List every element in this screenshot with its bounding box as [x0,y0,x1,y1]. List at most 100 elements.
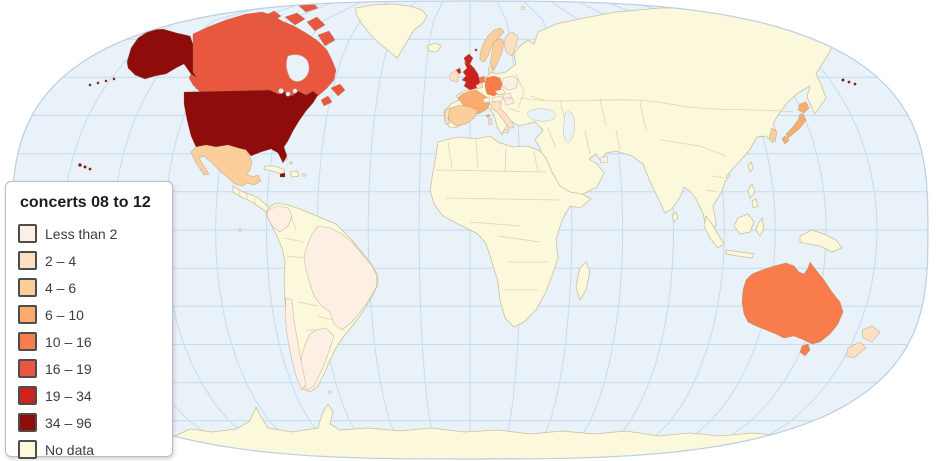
legend-item[interactable]: 34 – 96 [18,409,172,436]
legend-item-label: 2 – 4 [45,252,77,269]
taiwan [747,161,754,173]
shetland-islands[interactable] [474,48,478,52]
landmass-africa [429,135,592,328]
country-finland[interactable] [503,31,519,57]
hawaii[interactable] [83,165,87,169]
country-ireland[interactable] [449,69,460,83]
hudson-bay [286,54,310,82]
legend-swatch [18,359,37,378]
greenland [355,3,428,59]
country-norway[interactable] [479,27,505,63]
bahamas [289,161,293,165]
sumatra [703,215,725,249]
hainan [726,174,730,178]
legend-swatch [18,332,37,351]
great-lakes [292,88,298,94]
country-belgium[interactable] [475,82,484,90]
country-poland[interactable] [501,75,519,91]
hawaii[interactable] [78,163,82,167]
country-borders [237,73,795,331]
legend-swatch [18,386,37,405]
legend-item[interactable]: Less than 2 [18,220,172,247]
aleutian-islands[interactable] [88,83,92,87]
legend-swatch [18,305,37,324]
country-argentina[interactable] [299,327,335,391]
legend-rows: Less than 2 2 – 4 4 – 6 6 – 10 10 – 16 16 – 1… [18,220,172,461]
country-jamaica[interactable] [279,172,286,178]
country-uae[interactable] [599,155,609,164]
country-brazil[interactable] [303,225,378,331]
legend-item[interactable]: No data [18,436,172,461]
country-denmark[interactable] [487,65,494,75]
legend-item[interactable]: 10 – 16 [18,328,172,355]
country-hungary[interactable] [503,97,515,106]
country-new-zealand[interactable] [845,325,881,359]
legend-item-label: 10 – 16 [45,333,92,350]
legend-item-label: 4 – 6 [45,279,77,296]
landmass-antarctica [169,403,831,459]
legend-item[interactable]: 16 – 19 [18,355,172,382]
midway-islands[interactable] [853,82,857,86]
hispaniola [289,170,300,178]
legend-swatch [18,440,37,459]
philippines [747,183,759,209]
falklands [328,390,332,394]
country-slovakia[interactable] [501,92,513,99]
corsica[interactable] [486,114,490,118]
country-south-korea[interactable] [768,127,778,143]
country-canada[interactable] [188,1,346,107]
country-switzerland[interactable] [482,96,491,104]
puerto-rico [302,173,306,177]
legend-item-label: 34 – 96 [45,414,92,431]
sulawesi [755,216,765,237]
midway-islands[interactable] [847,80,851,84]
java [725,249,755,259]
svalbard [521,6,526,11]
iceland [426,42,442,53]
legend-item[interactable]: 4 – 6 [18,274,172,301]
madagascar [575,261,591,301]
caspian-sea [562,111,575,143]
great-lakes [278,88,284,94]
legend-swatch [18,251,37,270]
country-chile[interactable] [284,297,307,391]
country-portugal[interactable] [444,107,451,125]
midway-islands[interactable] [841,78,845,82]
country-austria[interactable] [491,95,505,103]
country-mexico[interactable] [190,144,262,187]
countries [78,1,881,391]
aleutian-islands[interactable] [96,81,100,85]
water-overlays [278,54,310,97]
legend-panel: concerts 08 to 12 Less than 2 2 – 4 4 – 6 6… [5,181,173,459]
new-guinea [799,229,843,253]
hawaii[interactable] [88,167,92,171]
great-lakes [285,91,291,97]
legend-item[interactable]: 6 – 10 [18,301,172,328]
legend-item-label: 6 – 10 [45,306,84,323]
legend-title: concerts 08 to 12 [20,194,151,211]
country-czech-republic[interactable] [494,88,506,96]
sri-lanka [671,211,679,223]
country-netherlands[interactable] [478,75,486,84]
black-sea [527,108,556,122]
legend-swatch [18,224,37,243]
country-australia[interactable] [741,261,844,357]
legend-item[interactable]: 19 – 34 [18,382,172,409]
aleutian-islands[interactable] [104,79,108,83]
legend-item-label: 19 – 34 [45,387,92,404]
country-japan[interactable] [781,101,810,145]
legend-swatch [18,413,37,432]
aleutian-islands[interactable] [112,77,116,81]
legend-item-label: No data [45,441,95,458]
country-colombia[interactable] [266,205,293,233]
legend-item-label: 16 – 19 [45,360,92,377]
country-italy[interactable] [487,99,515,134]
legend-swatch [18,278,37,297]
galapagos [238,228,242,232]
borneo [733,213,755,235]
landmass-central-america [232,185,270,213]
legend-item[interactable]: 2 – 4 [18,247,172,274]
country-sweden[interactable] [489,37,505,71]
